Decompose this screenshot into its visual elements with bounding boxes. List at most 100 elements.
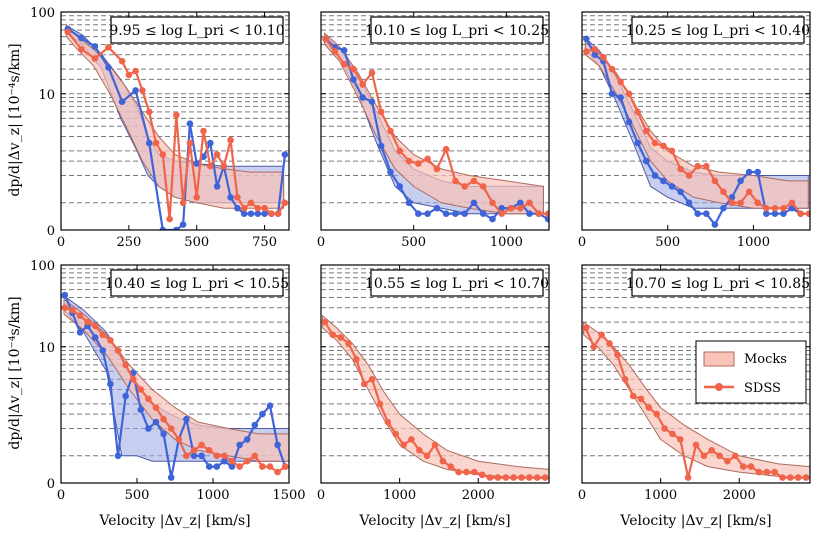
point-sdss <box>424 155 431 163</box>
point-blue <box>780 210 787 217</box>
point-sdss <box>122 361 129 369</box>
point-sdss <box>118 57 126 65</box>
y-tick-label: 100 <box>30 6 55 21</box>
x-tick-label: 0 <box>57 235 65 250</box>
point-sdss <box>337 334 345 341</box>
point-sdss <box>61 304 69 312</box>
point-sdss <box>193 194 200 201</box>
point-blue <box>452 210 459 217</box>
point-sdss <box>780 204 787 212</box>
point-sdss <box>331 48 339 55</box>
point-sdss <box>396 147 404 155</box>
point-blue <box>350 76 357 83</box>
point-sdss <box>535 210 543 217</box>
point-sdss <box>621 376 629 383</box>
panel-title: 10.25 ≤ log L_pri < 10.40 <box>626 23 810 39</box>
panel-4: 0 500 1000 1500 0 10 100 10.40 ≤ log L_pri < 10… <box>30 259 305 503</box>
point-sdss <box>274 210 282 217</box>
y-tick-label: 0 <box>47 224 55 239</box>
panel-title-frame <box>370 269 544 297</box>
point-blue <box>107 380 114 388</box>
point-sdss <box>281 199 289 207</box>
point-sdss <box>359 81 367 88</box>
point-sdss <box>207 162 214 170</box>
point-sdss <box>685 172 693 179</box>
point-sdss <box>788 199 796 207</box>
point-sdss <box>606 340 613 347</box>
panel-title-box: 10.40 ≤ log L_pri < 10.55 <box>105 269 289 297</box>
point-sdss <box>737 199 744 207</box>
point-blue <box>240 210 248 217</box>
point-sdss <box>78 46 85 53</box>
point-sdss <box>405 157 413 165</box>
point-sdss <box>99 331 107 339</box>
point-sdss <box>494 474 502 481</box>
plot-area <box>321 268 549 481</box>
point-sdss <box>322 35 329 43</box>
point-blue <box>61 291 69 299</box>
panel-title: 9.95 ≤ log L_pri < 10.10 <box>109 23 284 39</box>
point-blue <box>160 430 167 438</box>
y-tick-label: 10 <box>38 88 55 103</box>
point-sdss <box>259 463 266 470</box>
panel-5: 0 1000 2000 10.55 ≤ log L_pri < 10.70 <box>317 264 550 503</box>
point-sdss <box>463 468 470 476</box>
point-sdss <box>236 463 243 470</box>
point-blue <box>243 436 251 443</box>
panel-frame <box>320 264 550 484</box>
point-sdss <box>518 474 525 481</box>
point-sdss <box>228 457 236 465</box>
point-sdss <box>461 183 469 190</box>
point-sdss <box>268 210 275 217</box>
point-blue <box>433 204 441 212</box>
x-tick-label: 1000 <box>383 488 416 503</box>
point-blue <box>634 139 641 147</box>
point-sdss <box>478 471 486 479</box>
point-sdss <box>455 468 462 476</box>
point-blue <box>763 210 770 217</box>
point-sdss <box>281 463 289 470</box>
point-sdss <box>431 441 439 449</box>
point-sdss <box>614 351 621 359</box>
point-sdss <box>439 457 447 465</box>
point-blue <box>251 421 259 429</box>
point-sdss <box>221 452 228 460</box>
point-blue <box>236 441 243 449</box>
panel-title: 10.70 ≤ log L_pri < 10.85 <box>626 276 810 292</box>
band-mocks <box>322 314 549 480</box>
band-mocks <box>324 32 544 215</box>
panel-title-box: 10.55 ≤ log L_pri < 10.70 <box>365 269 549 297</box>
point-sdss <box>139 87 146 94</box>
x-tick-label: 0 <box>317 235 325 250</box>
point-sdss <box>145 395 152 403</box>
point-sdss <box>739 463 747 470</box>
y-axis-title-top: dp/d|Δv_z| [10⁻⁴s/km] <box>7 43 23 196</box>
panel-title-frame <box>110 269 284 297</box>
point-blue <box>617 94 624 101</box>
point-sdss <box>507 204 515 212</box>
point-sdss <box>711 177 719 185</box>
panel-title-frame <box>110 16 284 44</box>
point-sdss <box>179 199 187 207</box>
point-sdss <box>771 468 778 476</box>
point-sdss <box>720 188 727 196</box>
point-sdss <box>234 194 241 201</box>
point-blue <box>583 35 590 43</box>
x-tick-label: 250 <box>116 235 141 250</box>
plot-area <box>321 15 549 223</box>
legend-label-sdss: SDSS <box>744 381 781 396</box>
point-sdss <box>755 468 763 476</box>
point-sdss <box>716 452 723 460</box>
point-sdss <box>152 404 160 411</box>
point-sdss <box>213 151 221 158</box>
point-sdss <box>377 108 385 116</box>
point-sdss <box>486 474 494 481</box>
point-sdss <box>510 474 517 481</box>
point-blue <box>340 47 348 54</box>
point-blue <box>498 204 506 212</box>
point-sdss <box>694 162 701 170</box>
point-sdss <box>129 376 137 383</box>
point-sdss <box>152 139 160 147</box>
point-sdss <box>541 474 549 481</box>
point-sdss <box>251 452 259 460</box>
